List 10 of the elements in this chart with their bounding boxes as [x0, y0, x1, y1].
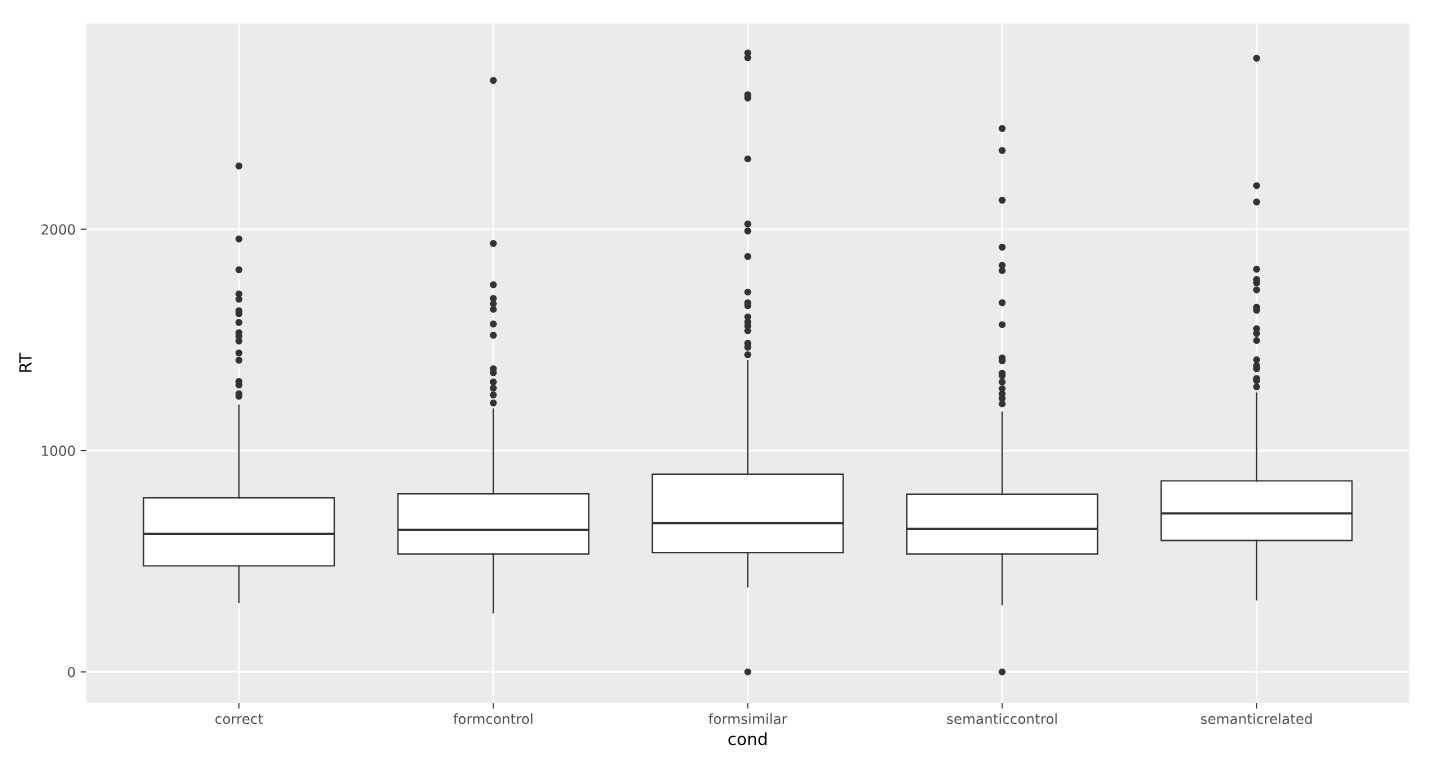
x-tick-label: semanticcontrol	[947, 713, 1057, 725]
y-axis-title: RT	[19, 352, 32, 372]
y-tick-label: 2000	[41, 224, 75, 235]
x-axis-title: cond	[728, 732, 767, 746]
y-tick-label: 0	[67, 666, 75, 678]
x-tick-label: correct	[215, 714, 263, 725]
x-tick-label: formcontrol	[453, 713, 533, 725]
y-tick-label: 1000	[42, 445, 75, 457]
x-tick-label: semanticrelated	[1201, 713, 1312, 725]
x-tick-label: formsimilar	[708, 713, 788, 725]
